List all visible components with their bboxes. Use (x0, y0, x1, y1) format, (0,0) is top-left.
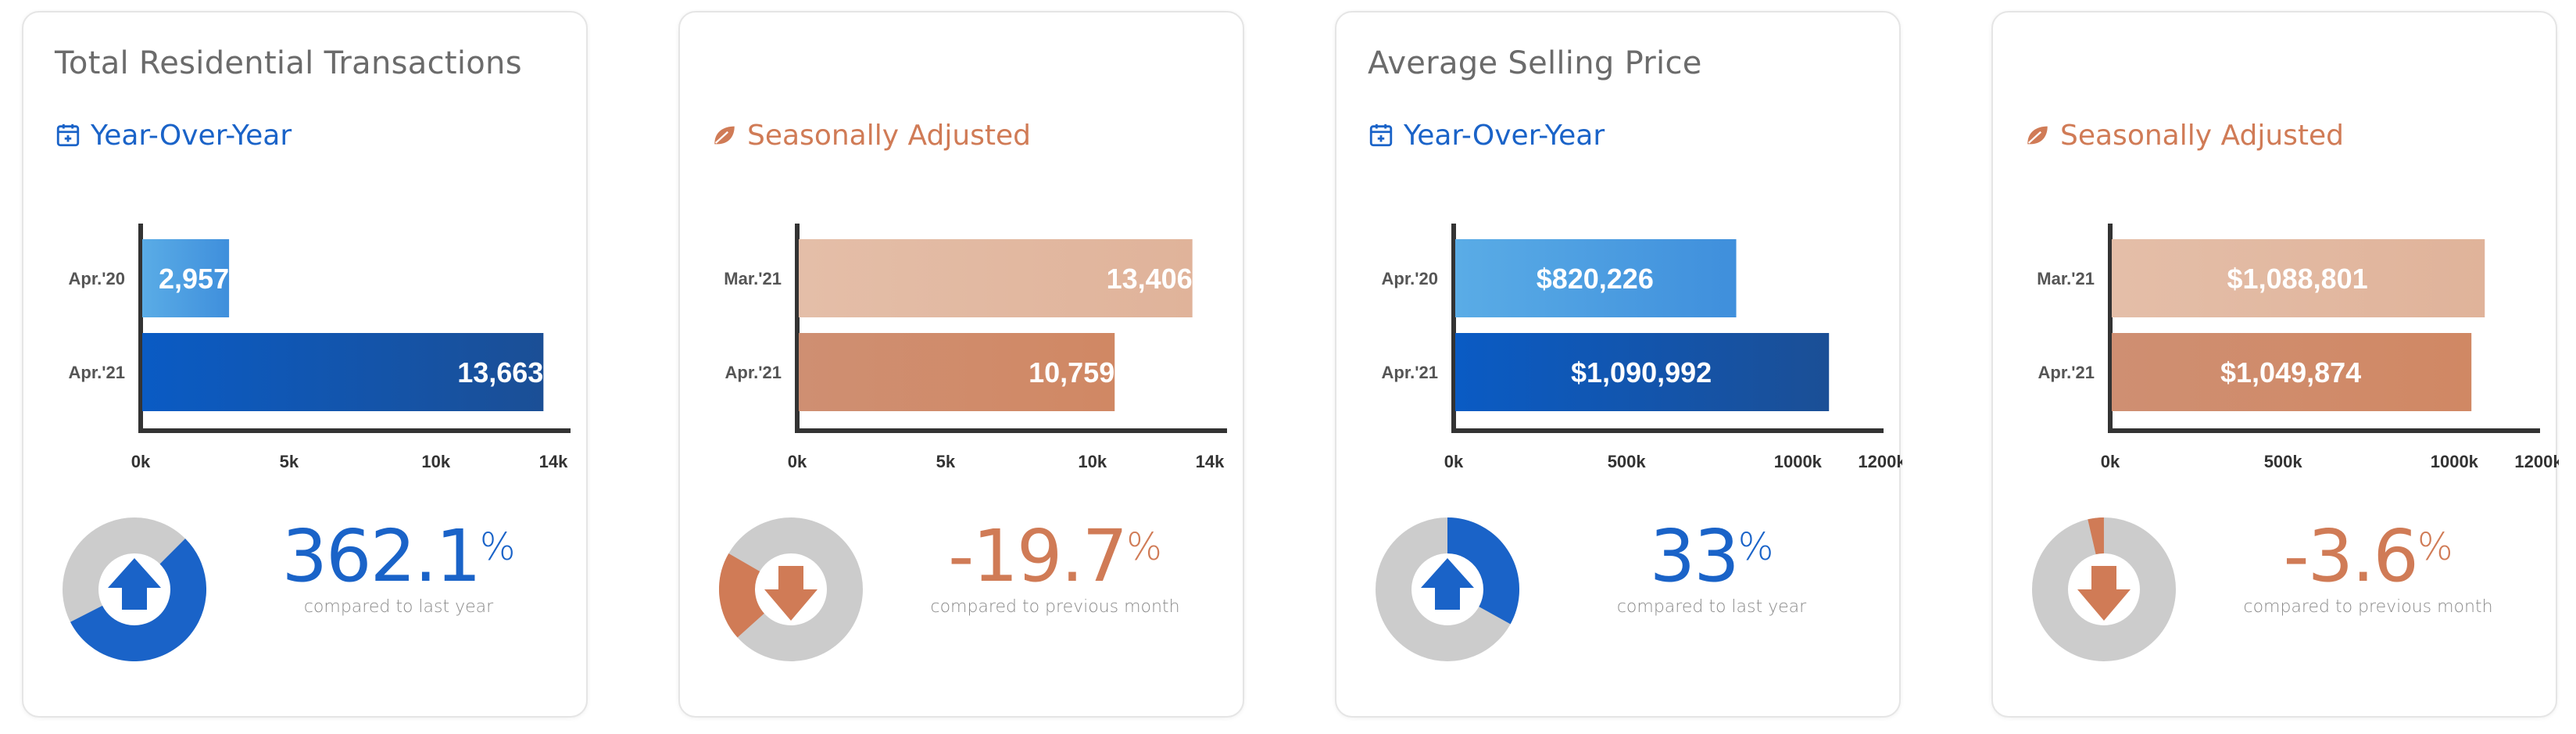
calendar-plus-icon (56, 124, 80, 147)
bar-chart: Apr.'20 $820,226 Apr.'21 $1,090,992 0k 500k 10… (1382, 224, 1902, 471)
bar-chart: Apr.'20 2,957 Apr.'21 13,663 0k 5k 10k 14k (69, 224, 571, 471)
percent-value: -3.6 (2283, 514, 2419, 598)
arrow-up-icon (1421, 558, 1474, 610)
category-label: Apr.'20 (1382, 269, 1439, 288)
x-tick-label: 10k (1078, 452, 1107, 471)
category-label: Apr.'21 (69, 363, 126, 382)
percent-change: 33% compared to last year (1555, 521, 1868, 618)
change-donut (1376, 517, 1519, 661)
bar-value-label: $1,088,801 (2227, 263, 2368, 295)
percent-caption: compared to last year (303, 597, 494, 617)
bar-value-label: $820,226 (1537, 263, 1654, 295)
x-tick-label: 5k (936, 452, 956, 471)
arrow-up-icon (108, 558, 161, 610)
category-label: Apr.'21 (1382, 363, 1439, 382)
percent-value: 33 (1649, 514, 1740, 598)
subtitle-label: Seasonally Adjusted (747, 119, 1032, 152)
x-tick-label: 1000k (1774, 452, 1823, 471)
bar-chart: Mar.'21 13,406 Apr.'21 10,759 0k 5k 10k 14k (724, 224, 1227, 471)
donut-track (2032, 517, 2176, 661)
percent-change: -3.6% compared to previous month (2212, 521, 2524, 618)
bar (2112, 333, 2472, 411)
bar (142, 239, 230, 317)
card-subtitle: Year-Over-Year (55, 117, 292, 153)
percent-symbol: % (2417, 525, 2453, 569)
arrow-down-icon (764, 566, 818, 621)
x-tick-label: 0k (788, 452, 807, 471)
card-total-transactions-sa: Seasonally Adjusted Mar.'21 13,406 Apr.'21… (678, 11, 1244, 718)
percent-value: -19.7 (948, 514, 1128, 598)
x-tick-label: 500k (1608, 452, 1647, 471)
bar-value-label: 13,406 (1107, 263, 1193, 295)
calendar-plus-icon (1369, 124, 1393, 147)
bar-value-label: 13,663 (457, 356, 543, 388)
percent-value: 362.1 (281, 514, 481, 598)
bar (142, 333, 544, 411)
donut-segment (2088, 517, 2105, 555)
change-donut (2032, 517, 2176, 661)
card-avg-price-sa: Seasonally Adjusted Mar.'21 $1,088,801 Apr… (1991, 11, 2559, 718)
subtitle-label: Year-Over-Year (91, 119, 292, 152)
x-tick-label: 1200k (1858, 452, 1902, 471)
x-tick-label: 10k (421, 452, 450, 471)
card-subtitle: Year-Over-Year (1368, 117, 1605, 153)
x-tick-label: 0k (2101, 452, 2120, 471)
bar-value-label: 2,957 (159, 263, 229, 295)
bar (1455, 239, 1737, 317)
x-tick-label: 5k (280, 452, 299, 471)
x-tick-label: 0k (131, 452, 151, 471)
subtitle-label: Seasonally Adjusted (2060, 119, 2345, 152)
bar-chart: Mar.'21 $1,088,801 Apr.'21 $1,049,874 0k 500k… (2037, 224, 2559, 471)
x-tick-label: 500k (2264, 452, 2303, 471)
category-label: Mar.'21 (2037, 269, 2095, 288)
category-label: Apr.'21 (725, 363, 782, 382)
percent-symbol: % (1126, 525, 1162, 569)
x-tick-label: 14k (539, 452, 568, 471)
change-donut (719, 517, 863, 661)
category-label: Apr.'20 (69, 269, 126, 288)
percent-caption: compared to previous month (930, 597, 1180, 617)
donut-segment (1446, 517, 1519, 625)
card-subtitle: Seasonally Adjusted (711, 117, 1031, 153)
card-title: Average Selling Price (1368, 45, 1702, 81)
bar (2112, 239, 2485, 317)
bar-value-label: 10,759 (1029, 356, 1114, 388)
change-donut (63, 517, 206, 661)
bar (1455, 333, 1830, 411)
x-tick-label: 1200k (2514, 452, 2559, 471)
arrow-down-icon (2077, 566, 2131, 621)
percent-change: 362.1% compared to last year (242, 521, 555, 618)
category-label: Mar.'21 (724, 269, 782, 288)
donut-segment (70, 538, 206, 661)
category-label: Apr.'21 (2038, 363, 2095, 382)
card-total-transactions-yoy: Total Residential Transactions Year-Over… (22, 11, 588, 718)
x-tick-label: 0k (1444, 452, 1464, 471)
percent-symbol: % (479, 525, 516, 569)
x-tick-label: 14k (1196, 452, 1225, 471)
donut-segment (719, 553, 765, 638)
bar (799, 333, 1115, 411)
card-subtitle: Seasonally Adjusted (2024, 117, 2344, 153)
card-avg-price-yoy: Average Selling Price Year-Over-Year Apr… (1335, 11, 1902, 718)
bar (799, 239, 1193, 317)
subtitle-label: Year-Over-Year (1404, 119, 1605, 152)
percent-caption: compared to previous month (2243, 597, 2493, 617)
percent-symbol: % (1737, 525, 1774, 569)
leaf-icon (2027, 126, 2048, 145)
x-tick-label: 1000k (2431, 452, 2479, 471)
bar-value-label: $1,090,992 (1571, 356, 1712, 388)
percent-change: -19.7% compared to previous month (899, 521, 1211, 618)
percent-caption: compared to last year (1616, 597, 1807, 617)
card-title: Total Residential Transactions (55, 45, 522, 81)
bar-value-label: $1,049,874 (2220, 356, 2361, 388)
leaf-icon (714, 126, 735, 145)
